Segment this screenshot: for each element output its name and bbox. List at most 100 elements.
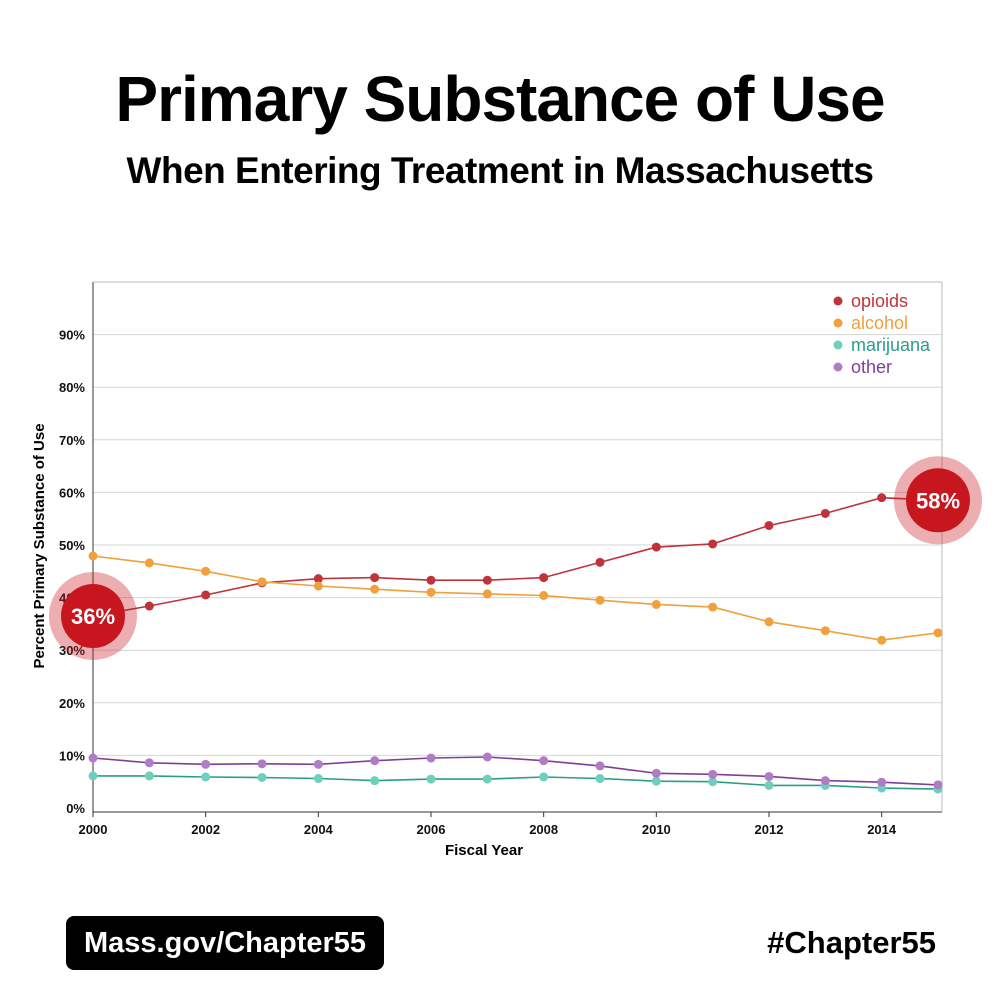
y-tick-label-80: 80% xyxy=(59,380,85,395)
data-point-alcohol-2000 xyxy=(88,551,98,561)
data-point-alcohol-2003 xyxy=(257,577,267,587)
data-point-alcohol-2013 xyxy=(820,626,830,636)
x-tick-label-2008: 2008 xyxy=(529,822,558,837)
x-tick-label-2002: 2002 xyxy=(191,822,220,837)
data-point-opioids-2001 xyxy=(144,601,154,611)
data-point-marijuana-2000 xyxy=(88,771,98,781)
data-point-marijuana-2012 xyxy=(764,780,774,790)
data-point-marijuana-2009 xyxy=(595,774,605,784)
x-tick-label-2004: 2004 xyxy=(304,822,334,837)
legend-marker-other xyxy=(833,362,843,372)
data-point-alcohol-2002 xyxy=(201,566,211,576)
data-point-opioids-2011 xyxy=(708,539,718,549)
callout-bubble-1 xyxy=(906,468,970,533)
data-point-other-2012 xyxy=(764,771,774,781)
series-line-other xyxy=(92,756,939,786)
legend-label-alcohol: alcohol xyxy=(851,313,908,333)
data-point-other-2000 xyxy=(88,753,98,763)
series-line-opioids xyxy=(92,496,939,617)
data-point-alcohol-2011 xyxy=(708,602,718,612)
callout-bubble-0 xyxy=(61,584,125,649)
data-point-marijuana-2002 xyxy=(201,772,211,782)
data-point-other-2003 xyxy=(257,759,267,769)
hashtag-label: #Chapter55 xyxy=(767,925,936,960)
data-point-marijuana-2001 xyxy=(144,771,154,781)
data-point-other-2001 xyxy=(144,758,154,768)
data-point-other-2006 xyxy=(426,753,436,763)
data-point-opioids-2013 xyxy=(820,508,830,518)
data-point-marijuana-2005 xyxy=(370,776,380,786)
data-point-opioids-2012 xyxy=(764,521,774,531)
series-line-alcohol xyxy=(92,555,939,642)
data-point-alcohol-2008 xyxy=(539,590,549,600)
data-point-alcohol-2015 xyxy=(933,628,943,638)
y-tick-label-60: 60% xyxy=(59,485,85,500)
data-point-other-2014 xyxy=(877,777,887,787)
data-point-other-2002 xyxy=(201,759,211,769)
x-tick-label-2006: 2006 xyxy=(417,822,446,837)
axes xyxy=(92,281,943,813)
legend-marker-alcohol xyxy=(833,318,843,328)
data-point-opioids-2014 xyxy=(877,493,887,503)
y-axis-title: Percent Primary Substance of Use xyxy=(31,423,48,668)
data-point-alcohol-2010 xyxy=(651,599,661,609)
data-point-other-2011 xyxy=(708,769,718,779)
page-subtitle: When Entering Treatment in Massachusetts xyxy=(126,150,874,191)
legend-label-other: other xyxy=(851,357,892,377)
data-point-marijuana-2010 xyxy=(651,776,661,786)
legend-marker-marijuana xyxy=(833,340,843,350)
data-point-alcohol-2004 xyxy=(313,581,323,591)
data-point-alcohol-2006 xyxy=(426,587,436,597)
x-tick-label-2014: 2014 xyxy=(867,822,897,837)
data-point-marijuana-2004 xyxy=(313,774,323,784)
page-title: Primary Substance of Use xyxy=(115,63,885,135)
grid-lines xyxy=(93,334,942,756)
y-tick-label-0: 0% xyxy=(66,801,85,816)
data-point-other-2007 xyxy=(482,752,492,762)
tick-labels: 0%10%20%30%40%50%60%70%80%90%20002002200… xyxy=(59,328,897,837)
data-point-alcohol-2001 xyxy=(144,558,154,568)
y-tick-label-90: 90% xyxy=(59,328,85,343)
data-point-opioids-2002 xyxy=(201,590,211,600)
x-axis-title: Fiscal Year xyxy=(445,842,523,859)
x-tick-label-2010: 2010 xyxy=(642,822,671,837)
data-point-alcohol-2005 xyxy=(370,584,380,594)
data-point-other-2013 xyxy=(820,776,830,786)
data-point-marijuana-2011 xyxy=(708,777,718,787)
callouts: 36% 58% xyxy=(49,456,982,661)
chapter55-link[interactable]: Mass.gov/Chapter55 xyxy=(66,916,385,970)
data-point-opioids-2006 xyxy=(426,575,436,585)
data-point-opioids-2008 xyxy=(539,573,549,583)
data-point-other-2009 xyxy=(595,761,605,771)
y-tick-label-70: 70% xyxy=(59,433,85,448)
data-point-other-2005 xyxy=(370,756,380,766)
legend-marker-opioids xyxy=(833,296,843,306)
series-line-marijuana xyxy=(93,775,939,790)
data-point-other-2004 xyxy=(313,759,323,769)
data-point-opioids-2005 xyxy=(370,573,380,583)
data-point-marijuana-2008 xyxy=(539,772,549,782)
y-tick-label-50: 50% xyxy=(59,538,85,553)
data-point-alcohol-2007 xyxy=(482,589,492,599)
data-point-alcohol-2014 xyxy=(877,635,887,645)
y-tick-label-10: 10% xyxy=(59,748,85,763)
series xyxy=(88,493,943,794)
legend-label-opioids: opioids xyxy=(851,291,908,311)
data-point-opioids-2009 xyxy=(595,557,605,567)
callout-label-0: 36% xyxy=(71,604,115,629)
data-point-alcohol-2009 xyxy=(595,595,605,605)
data-point-opioids-2007 xyxy=(482,575,492,585)
callout-label-1: 58% xyxy=(916,488,960,513)
legend-label-marijuana: marijuana xyxy=(851,335,931,355)
data-point-opioids-2004 xyxy=(313,574,323,584)
data-point-marijuana-2007 xyxy=(482,774,492,784)
data-point-other-2010 xyxy=(651,768,661,778)
x-tick-label-2012: 2012 xyxy=(755,822,784,837)
data-point-other-2008 xyxy=(539,756,549,766)
y-tick-label-30: 30% xyxy=(59,643,85,658)
data-point-alcohol-2012 xyxy=(764,617,774,627)
data-point-marijuana-2006 xyxy=(426,774,436,784)
data-point-opioids-2010 xyxy=(651,542,661,552)
